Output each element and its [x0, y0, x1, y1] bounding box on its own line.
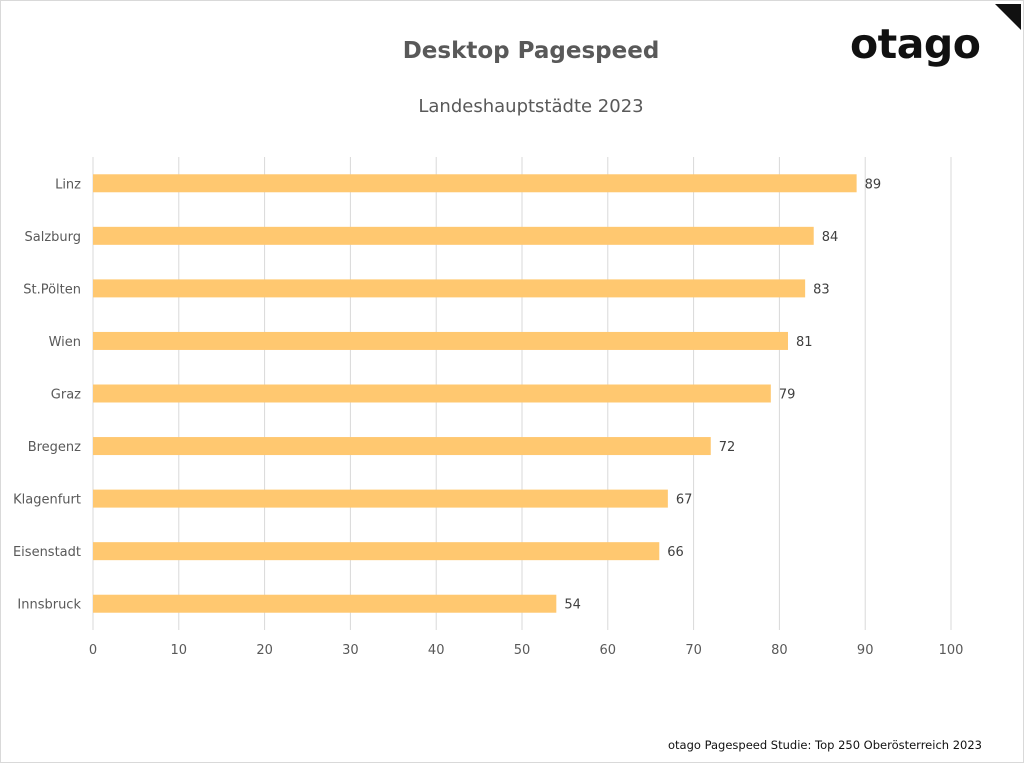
bar-graz [93, 384, 771, 403]
bar-eisenstadt [93, 542, 660, 561]
footer-note: otago Pagespeed Studie: Top 250 Oberöste… [667, 738, 982, 752]
bar-bregenz [93, 437, 711, 456]
data-label: 83 [813, 282, 830, 297]
x-tick-label: 10 [171, 643, 188, 658]
data-label: 54 [564, 598, 581, 613]
y-category-label: Wien [49, 335, 81, 350]
x-tick-label: 20 [256, 643, 273, 658]
x-tick-label: 80 [771, 643, 788, 658]
x-tick-label: 30 [342, 643, 359, 658]
bar-linz [93, 174, 857, 193]
y-category-label: Salzburg [24, 230, 81, 245]
x-tick-label: 40 [428, 643, 445, 658]
x-tick-label: 100 [939, 643, 964, 658]
data-label: 81 [796, 335, 813, 350]
y-category-label: Bregenz [28, 440, 81, 455]
data-label: 89 [865, 177, 882, 192]
y-category-label: Innsbruck [17, 598, 81, 613]
bar-wien [93, 331, 788, 350]
logo-corner-mark [995, 4, 1021, 30]
x-tick-label: 60 [600, 643, 617, 658]
y-category-label: Graz [51, 388, 81, 403]
x-tick-label: 90 [857, 643, 874, 658]
chart-title: Desktop Pagespeed [402, 38, 660, 64]
y-category-label: St.Pölten [23, 282, 81, 297]
chart-subtitle: Landeshauptstädte 2023 [418, 96, 644, 117]
logo-text: otago [850, 20, 981, 68]
bar-st-p-lten [93, 279, 806, 298]
x-tick-label: 0 [89, 643, 97, 658]
data-label: 67 [676, 493, 693, 508]
x-tick-label: 70 [685, 643, 702, 658]
bar-innsbruck [93, 594, 557, 613]
data-label: 84 [822, 230, 839, 245]
bar-klagenfurt [93, 489, 668, 508]
data-label: 79 [779, 388, 796, 403]
y-category-label: Linz [55, 177, 81, 192]
x-tick-label: 50 [514, 643, 531, 658]
otago-logo: otago [850, 4, 1021, 74]
y-category-label: Klagenfurt [13, 493, 81, 508]
bar-salzburg [93, 226, 814, 245]
y-category-label: Eisenstadt [13, 545, 81, 560]
data-label: 66 [667, 545, 684, 560]
data-label: 72 [719, 440, 736, 455]
